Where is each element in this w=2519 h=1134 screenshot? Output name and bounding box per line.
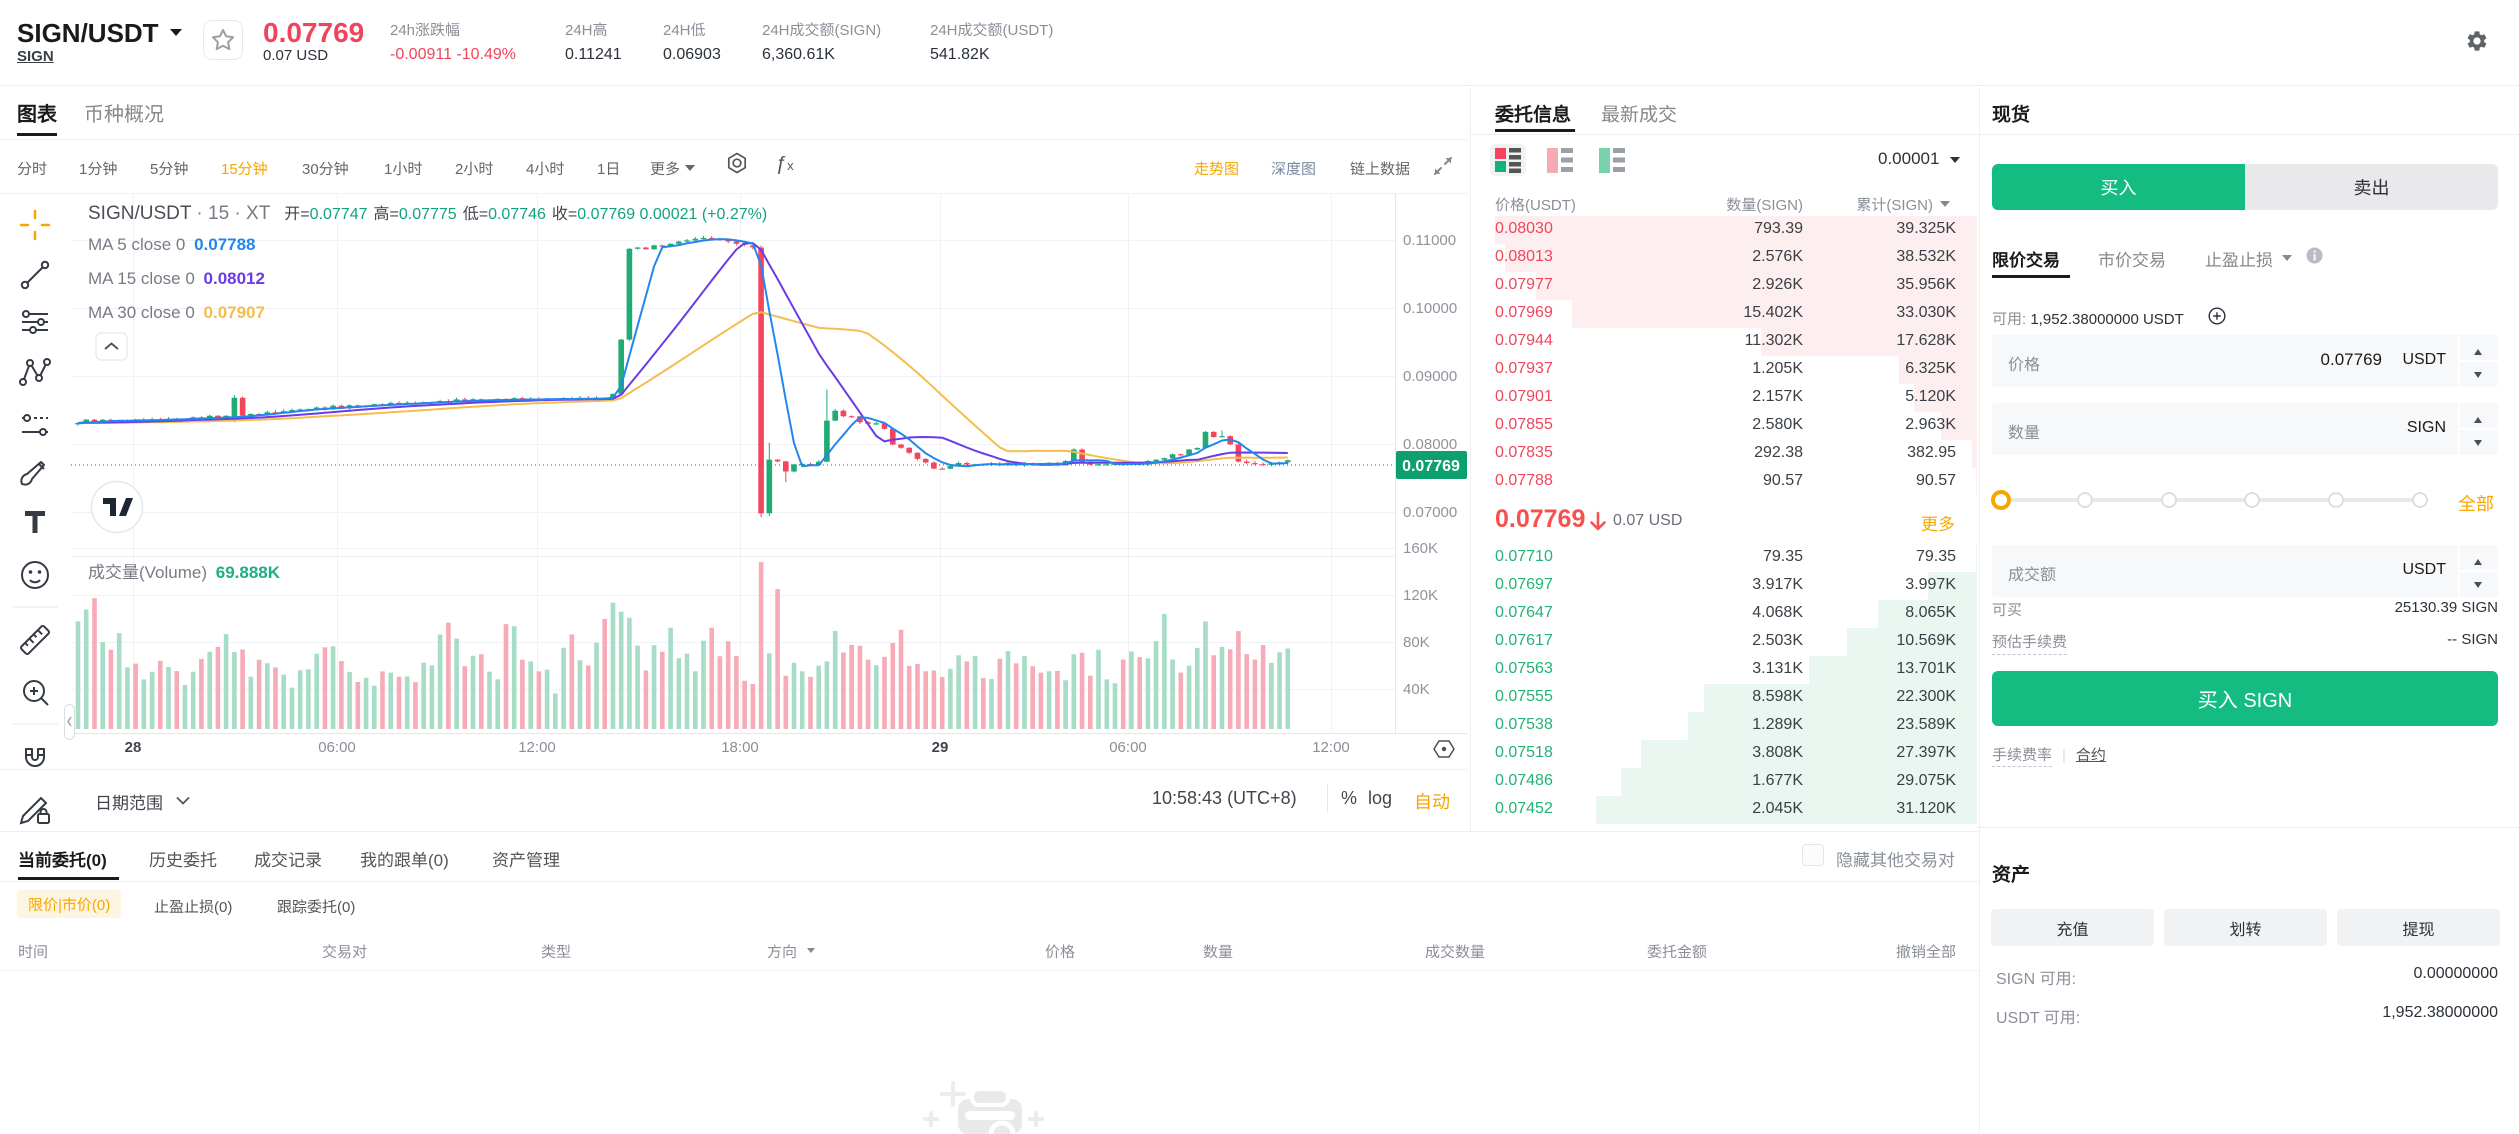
svg-text:0.09000: 0.09000 — [1403, 368, 1457, 385]
svg-text:0.07000: 0.07000 — [1403, 504, 1457, 521]
svg-text:12:00: 12:00 — [1312, 739, 1350, 756]
svg-text:0.08000: 0.08000 — [1403, 436, 1457, 453]
svg-text:MA 15 close 0 0.08012: MA 15 close 0 0.08012 — [88, 269, 265, 288]
svg-text:MA 5 close 0 0.07788: MA 5 close 0 0.07788 — [88, 235, 256, 254]
svg-text:120K: 120K — [1403, 587, 1438, 604]
svg-text:成交量(Volume) 69.888K: 成交量(Volume) 69.888K — [88, 563, 281, 582]
svg-text:0.07769: 0.07769 — [1402, 458, 1460, 475]
svg-text:0.11000: 0.11000 — [1403, 232, 1456, 249]
svg-text:MA 30 close 0 0.07907: MA 30 close 0 0.07907 — [88, 303, 265, 322]
svg-text:0.10000: 0.10000 — [1403, 300, 1457, 317]
svg-text:40K: 40K — [1403, 681, 1430, 698]
svg-text:06:00: 06:00 — [318, 739, 356, 756]
svg-text:06:00: 06:00 — [1109, 739, 1147, 756]
svg-text:80K: 80K — [1403, 634, 1430, 651]
svg-text:29: 29 — [932, 739, 949, 756]
svg-text:18:00: 18:00 — [721, 739, 759, 756]
svg-text:28: 28 — [125, 739, 142, 756]
svg-text:160K: 160K — [1403, 540, 1438, 557]
svg-text:12:00: 12:00 — [518, 739, 556, 756]
